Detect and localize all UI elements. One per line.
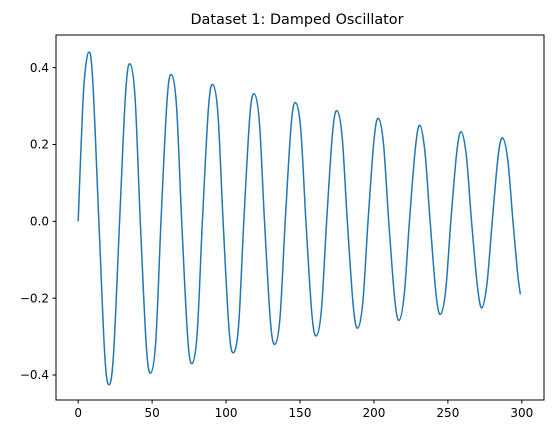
- y-tick-label: −0.2: [20, 291, 49, 305]
- x-tick-label: 200: [362, 406, 385, 420]
- x-tick-label: 300: [510, 406, 533, 420]
- x-tick-label: 250: [436, 406, 459, 420]
- y-tick-label: 0.0: [30, 215, 49, 229]
- x-tick-label: 0: [74, 406, 82, 420]
- x-tick-label: 100: [215, 406, 238, 420]
- series-line: [77, 51, 522, 386]
- y-tick-label: −0.4: [20, 368, 49, 382]
- x-tick-label: 150: [289, 406, 312, 420]
- plot-area: 0 50 100 150 200 250 300 −0.4 −0.2 0.0 0.2 0.4: [20, 34, 545, 420]
- x-tick-label: 50: [144, 406, 159, 420]
- chart-title: Dataset 1: Damped Oscillator: [190, 12, 403, 28]
- y-tick-label: 0.4: [30, 61, 49, 75]
- y-tick-label: 0.2: [30, 138, 49, 152]
